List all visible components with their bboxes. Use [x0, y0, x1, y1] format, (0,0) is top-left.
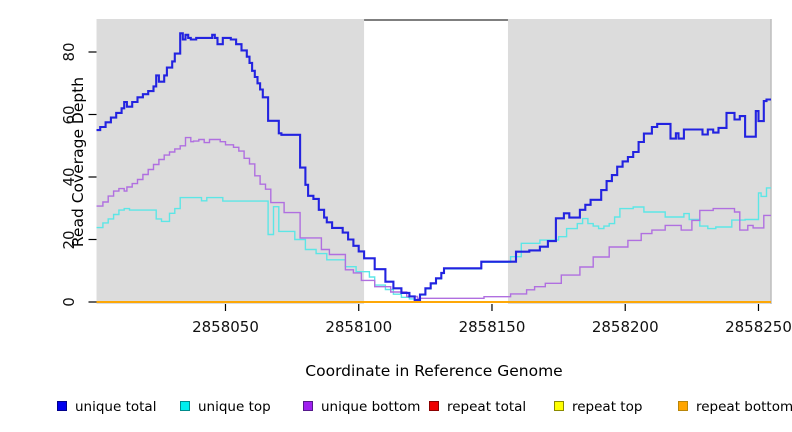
x-tick-label: 2858150: [458, 318, 526, 336]
legend-swatch-icon: [180, 401, 190, 411]
series-group: [96, 32, 771, 303]
y-tick-label: 0: [60, 297, 78, 307]
x-tick-label: 2858050: [192, 318, 259, 336]
y-tick-label: 20: [60, 229, 78, 250]
legend-label: unique bottom: [321, 399, 421, 415]
legend-label: unique total: [75, 399, 157, 415]
x-axis-title: Coordinate in Reference Genome: [305, 362, 563, 380]
x-tick-label: 2858200: [591, 318, 659, 336]
series-unique-bottom: [96, 136, 771, 299]
y-tick-label: 80: [60, 42, 78, 62]
legend-swatch-icon: [429, 401, 439, 411]
series-unique-total: [96, 32, 771, 302]
legend-label: unique top: [198, 399, 271, 415]
legend-label: repeat top: [572, 399, 643, 415]
legend-swatch-icon: [303, 401, 313, 411]
legend-label: repeat total: [447, 399, 527, 415]
legend-swatch-icon: [57, 401, 67, 411]
legend-swatch-icon: [554, 401, 564, 411]
legend-label: repeat bottom: [696, 399, 792, 415]
legend-swatch-icon: [678, 401, 688, 411]
gap-region: [364, 19, 508, 304]
y-tick-label: 40: [60, 167, 78, 187]
y-tick-label: 60: [60, 104, 78, 125]
x-tick-label: 2858100: [325, 318, 393, 336]
x-tick-label: 2858250: [725, 318, 792, 336]
